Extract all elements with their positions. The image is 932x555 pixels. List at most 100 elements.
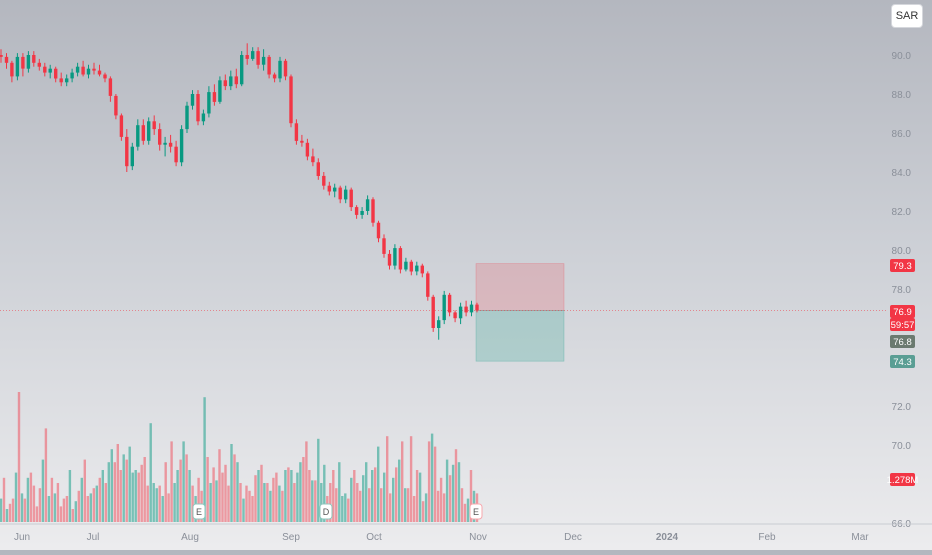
volume-bar [143, 457, 146, 522]
volume-bar [212, 467, 215, 522]
volume-bar [191, 485, 194, 522]
volume-bar [0, 498, 3, 522]
candle-body [261, 56, 266, 65]
volume-bar [137, 472, 140, 522]
volume-bar [341, 496, 344, 522]
volume-bar [53, 493, 57, 522]
x-tick-label: 2024 [656, 532, 679, 543]
volume-bar [350, 477, 353, 522]
volume-bar [35, 506, 39, 522]
candle-body [10, 62, 14, 77]
price-tag: 76.9 [890, 305, 915, 318]
volume-bar [463, 503, 467, 522]
volume-bar [248, 490, 251, 522]
volume-bar [239, 483, 242, 522]
candle-body [168, 142, 173, 147]
candle-body [26, 55, 31, 69]
volume-bar [230, 444, 233, 522]
price-tag-bg [890, 355, 915, 368]
volume-bar [430, 433, 434, 522]
volume-bar [469, 470, 473, 522]
volume-bar [418, 472, 422, 522]
volume-layer [0, 392, 479, 522]
event-marker-d[interactable]: D [319, 503, 333, 520]
candle-body [437, 320, 441, 328]
volume-bar [374, 467, 377, 522]
volume-bar [245, 485, 248, 522]
volume-bar [269, 490, 272, 522]
volume-bar [215, 480, 218, 522]
candle-body [349, 189, 353, 208]
candle-body [70, 72, 74, 79]
candle-body [97, 70, 102, 75]
candle-body [234, 76, 238, 85]
event-marker-badge [319, 503, 333, 520]
volume-bar [284, 470, 287, 522]
volume-bar [182, 441, 185, 522]
volume-bar [275, 472, 278, 522]
event-marker-e[interactable]: E [192, 503, 206, 520]
event-marker-e[interactable]: E [469, 503, 483, 520]
price-tag: 76.8 [890, 335, 915, 348]
candle-body [15, 56, 20, 77]
event-marker-label: D [323, 507, 330, 517]
volume-bar [305, 441, 308, 522]
volume-bar [266, 483, 269, 522]
price-tag-label: 59:57 [891, 320, 915, 331]
candle-body [207, 92, 211, 114]
x-tick-label: Feb [758, 532, 776, 543]
x-tick-label: Dec [564, 532, 582, 543]
x-tick-label: Jun [14, 532, 30, 543]
volume-bar [308, 470, 311, 522]
candle-body [447, 294, 452, 313]
candle-body [322, 175, 326, 186]
volume-bar [293, 483, 296, 522]
volume-bar [448, 475, 452, 522]
candle-body [426, 273, 430, 297]
price-tag: 74.3 [890, 355, 915, 368]
candle-body [431, 296, 435, 328]
volume-bar [17, 392, 21, 522]
candle-body [185, 105, 189, 130]
volume-bar [140, 464, 143, 522]
volume-bar [338, 462, 341, 522]
candle-body [333, 187, 337, 192]
candle-body [48, 68, 52, 73]
currency-selector-button[interactable]: SAR [891, 4, 923, 28]
y-tick-label: 90.0 [892, 51, 912, 62]
volume-bar [445, 459, 449, 522]
candle-body [376, 222, 381, 239]
volume-bar [164, 462, 167, 522]
candle-body [59, 78, 63, 83]
volume-bar [460, 488, 464, 522]
candle-body [75, 66, 80, 73]
volume-bar [302, 457, 305, 522]
volume-bar [146, 485, 149, 522]
candle-body [54, 68, 58, 79]
candle-body [393, 248, 397, 266]
volume-bar [62, 498, 66, 522]
candle-body [174, 146, 178, 163]
candle-body [92, 68, 96, 71]
volume-bar [26, 477, 30, 522]
volume-bar [59, 506, 63, 522]
price-tag-label: 79.3 [893, 261, 912, 272]
x-tick-label: Jul [87, 532, 100, 543]
volume-bar [221, 472, 224, 522]
volume-bar [29, 472, 33, 522]
volume-bar [353, 470, 356, 522]
volume-bar [329, 483, 332, 522]
candle-body [147, 121, 151, 141]
volume-bar [179, 459, 182, 522]
volume-bar [206, 457, 209, 522]
candle-body [158, 129, 162, 145]
volume-bar [149, 423, 152, 522]
price-tag-label: 76.9 [893, 307, 912, 318]
volume-bar [332, 470, 335, 522]
y-tick-label: 84.0 [892, 168, 912, 179]
volume-bar [161, 496, 164, 522]
volume-bar [389, 493, 392, 522]
candle-body [371, 199, 375, 223]
